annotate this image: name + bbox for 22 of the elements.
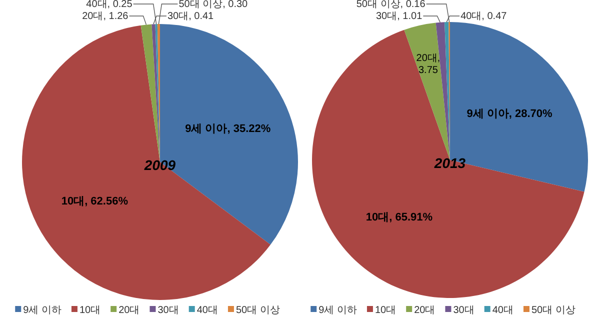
data-label: 9세 이아, 35.22%: [185, 123, 271, 136]
legend-label: 9세 이하: [318, 305, 357, 316]
legend-label: 40대: [196, 305, 218, 316]
data-label: 30대, 1.01: [376, 11, 423, 22]
data-label: 20대, 1.26: [82, 11, 129, 22]
legend-label: 50대 이상: [236, 305, 280, 316]
legend-label: 9세 이하: [23, 305, 62, 316]
legend-label: 30대: [158, 305, 179, 316]
data-label: 9세 이아, 28.70%: [466, 108, 553, 120]
legend-label: 50대 이상: [531, 305, 576, 316]
legend-label: 30대: [453, 305, 474, 316]
data-label: 10대, 62.56%: [61, 196, 128, 208]
legend-label: 10대: [374, 305, 396, 316]
text: 2013: [433, 155, 466, 171]
data-label: 40대, 0.47: [460, 11, 508, 22]
legend-label: 20대: [414, 305, 436, 316]
data-label: 20대, 3.75: [416, 53, 440, 76]
legend-label: 20대: [118, 305, 140, 316]
legend-label: 10대: [79, 305, 101, 316]
legend-label: 40대: [492, 305, 514, 316]
data-label: 30대, 0.41: [167, 11, 214, 22]
data-label: 10대, 65.91%: [366, 211, 433, 224]
